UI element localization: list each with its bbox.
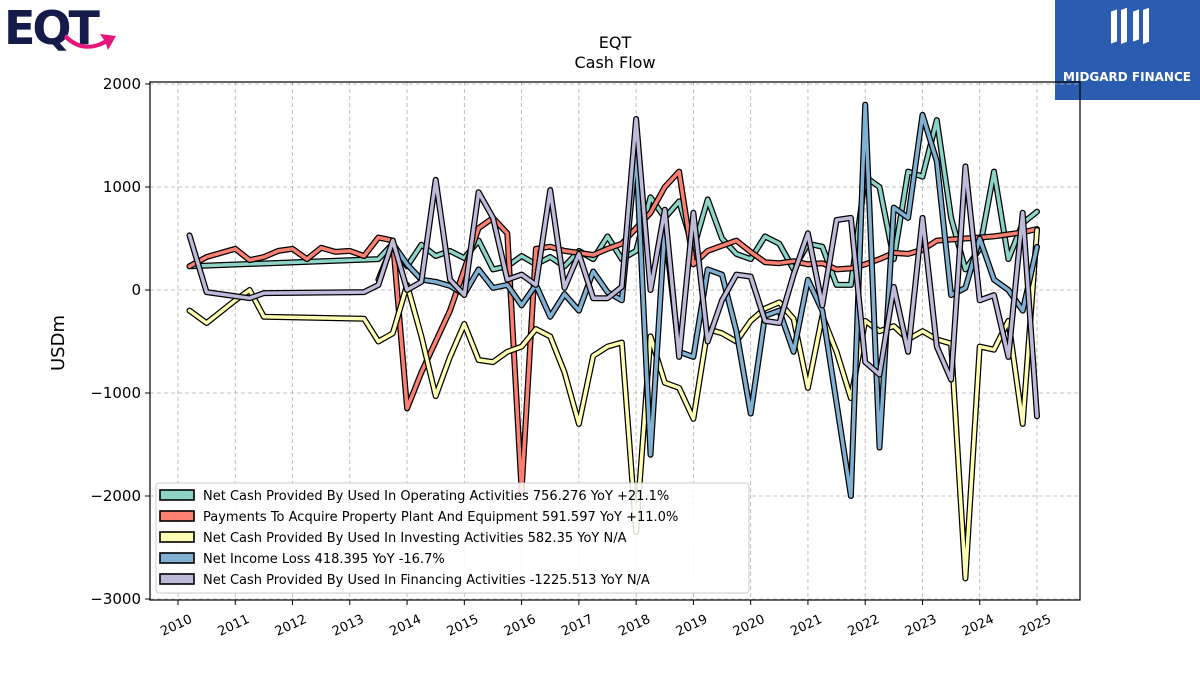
series-line-2 bbox=[187, 228, 1039, 581]
x-tick-label: 2024 bbox=[960, 612, 996, 640]
x-tick-label: 2010 bbox=[158, 612, 194, 640]
x-axis-ticks: 2010 2011 2012 2013 2014 2015 2016 2017 2018 2019… bbox=[158, 600, 1054, 640]
y-tick-label: 1000 bbox=[103, 178, 141, 196]
legend-swatch-3 bbox=[159, 552, 195, 564]
chart-title: EQT bbox=[599, 33, 632, 52]
legend-swatch-2 bbox=[159, 531, 195, 543]
legend-label-2: Net Cash Provided By Used In Investing A… bbox=[203, 531, 627, 546]
plot-frame bbox=[149, 81, 1081, 601]
x-tick-label: 2020 bbox=[731, 612, 767, 640]
legend-label-3: Net Income Loss 418.395 YoY -16.7% bbox=[203, 552, 445, 567]
series-outline-4 bbox=[186, 116, 1040, 420]
y-axis-label: USDm bbox=[48, 315, 69, 371]
x-tick-label: 2019 bbox=[674, 612, 710, 640]
x-tick-label: 2015 bbox=[445, 612, 481, 640]
series-line-3 bbox=[376, 102, 1039, 498]
y-axis-ticks: 2000 1000 0 −1000 −2000 −3000 bbox=[90, 75, 150, 608]
x-tick-label: 2025 bbox=[1017, 612, 1053, 640]
legend-label-4: Net Cash Provided By Used In Financing A… bbox=[203, 573, 650, 588]
x-tick-label: 2021 bbox=[788, 612, 824, 640]
x-tick-label: 2016 bbox=[502, 612, 538, 640]
midgard-emblem-icon bbox=[1111, 7, 1149, 44]
legend-swatch-0 bbox=[159, 489, 195, 501]
x-tick-label: 2012 bbox=[273, 612, 309, 640]
series-layer bbox=[186, 101, 1040, 582]
y-tick-label: −1000 bbox=[90, 384, 141, 402]
eqt-logo: EQT bbox=[4, 1, 144, 55]
x-tick-label: 2014 bbox=[387, 612, 423, 640]
legend-swatch-1 bbox=[159, 510, 195, 522]
series-line-4 bbox=[187, 117, 1039, 419]
x-tick-label: 2011 bbox=[216, 612, 252, 640]
legend-box bbox=[155, 482, 750, 594]
x-tick-label: 2022 bbox=[846, 612, 882, 640]
legend-label-1: Payments To Acquire Property Plant And E… bbox=[203, 510, 678, 525]
legend-label-0: Net Cash Provided By Used In Operating A… bbox=[203, 489, 669, 504]
legend-swatch-4 bbox=[159, 573, 195, 585]
midgard-logo-text: MIDGARD FINANCE bbox=[1063, 70, 1191, 84]
y-tick-label: 2000 bbox=[103, 75, 141, 93]
x-tick-label: 2017 bbox=[559, 612, 595, 640]
y-tick-label: 0 bbox=[131, 281, 141, 299]
legend: Net Cash Provided By Used In Operating A… bbox=[155, 482, 750, 594]
series-line-1 bbox=[187, 169, 1039, 493]
chart-subtitle: Cash Flow bbox=[574, 53, 655, 72]
x-tick-label: 2023 bbox=[903, 612, 939, 640]
x-tick-label: 2018 bbox=[616, 612, 652, 640]
midgard-finance-logo: MIDGARD FINANCE bbox=[1055, 0, 1200, 100]
y-tick-label: −2000 bbox=[90, 487, 141, 505]
x-tick-label: 2013 bbox=[330, 612, 366, 640]
eqt-logo-arrow-icon bbox=[64, 34, 116, 50]
y-tick-label: −3000 bbox=[90, 590, 141, 608]
